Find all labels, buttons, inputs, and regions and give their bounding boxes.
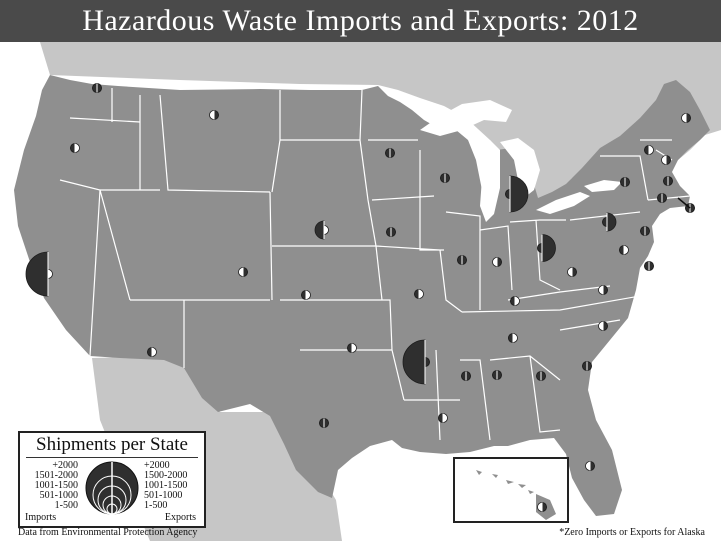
state-symbol-nebraska [314,220,329,240]
state-symbol-georgia [536,371,546,381]
lake-michigan [478,140,500,222]
legend: Shipments per State +2000 1501-2000 1001… [18,431,206,528]
exports-half [606,212,617,232]
map-title: Hazardous Waste Imports and Exports: 201… [82,4,639,37]
state-symbol-colorado [238,267,248,277]
canada-land [0,42,721,205]
imports-half [402,339,426,385]
legend-import-class: 501-1000 [39,490,78,501]
state-symbol-new-york [620,177,630,187]
legend-import-class: 1-500 [54,500,78,511]
state-symbol-west-virginia [567,267,577,277]
state-symbol-vermont [644,145,654,155]
legend-export-class: 1-500 [144,500,168,511]
imports-half [644,261,650,271]
lake-ontario [584,180,622,192]
legend-import-class: 1501-2000 [34,470,78,481]
title-bar: Hazardous Waste Imports and Exports: 201… [0,0,721,42]
legend-imports-label: Imports [25,512,57,523]
rhode-island-leader [677,197,691,209]
state-symbol-minnesota [385,148,395,158]
state-symbol-kentucky [510,296,520,306]
state-symbol-pennsylvania [602,212,617,232]
imports-half [314,220,325,240]
legend-export-class: 1001-1500 [144,480,188,491]
lake-erie [536,192,590,214]
hawaii-islands [476,470,556,520]
lake-superior [420,100,512,136]
state-symbol-north-carolina [598,321,608,331]
exports-half [509,175,529,213]
state-symbol-indiana [492,257,502,267]
state-symbol-connecticut [657,193,667,203]
legend-import-class: 1001-1500 [34,480,78,491]
legend-export-class: 501-1000 [144,490,183,501]
imports-half [25,251,49,297]
state-symbol-texas [319,418,329,428]
legend-import-class: +2000 [52,460,78,471]
lake-huron [500,138,540,198]
exports-half [689,203,695,213]
state-symbol-kansas [301,290,311,300]
alaska-note: *Zero Imports or Exports for Alaska [559,527,705,538]
state-symbol-tennessee [508,333,518,343]
state-symbol-south-carolina [582,361,592,371]
state-symbol-washington [92,83,102,93]
legend-divider [26,457,198,458]
state-symbol-louisiana [438,413,448,423]
map-terrain [0,42,721,541]
state-symbols [25,83,695,512]
us-map [0,42,721,541]
state-symbol-florida [585,461,595,471]
legend-title: Shipments per State [36,434,188,455]
legend-export-class: 1500-2000 [144,470,188,481]
state-symbol-montana [209,110,219,120]
state-symbol-michigan [505,175,529,213]
state-symbol-virginia [598,285,608,295]
state-symbol-oregon [70,143,80,153]
state-symbol-arkansas [402,339,430,385]
state-symbol-oklahoma [347,343,357,353]
legend-export-class: +2000 [144,460,170,471]
state-symbol-arizona [147,347,157,357]
state-symbol-hawaii [537,502,547,512]
legend-symbol [85,461,139,515]
state-symbol-maine [681,113,691,123]
state-borders [59,88,691,441]
state-symbol-wisconsin [440,173,450,183]
legend-exports-label: Exports [164,512,196,523]
state-symbol-alabama [492,370,502,380]
state-symbol-mississippi [461,371,471,381]
exports-half [541,234,556,262]
state-symbol-missouri [414,289,424,299]
exports-half [648,261,654,271]
state-symbol-massachusetts [663,176,673,186]
state-symbol-delaware [644,261,654,271]
state-symbol-new-hampshire [661,155,671,165]
state-symbol-maryland [619,245,629,255]
state-symbol-iowa [386,227,396,237]
state-symbol-ohio [537,234,556,262]
state-symbol-illinois [457,255,467,265]
state-symbol-new-jersey [640,226,650,236]
source-note: Data from Environmental Protection Agenc… [18,527,198,538]
state-symbol-california [25,251,53,297]
